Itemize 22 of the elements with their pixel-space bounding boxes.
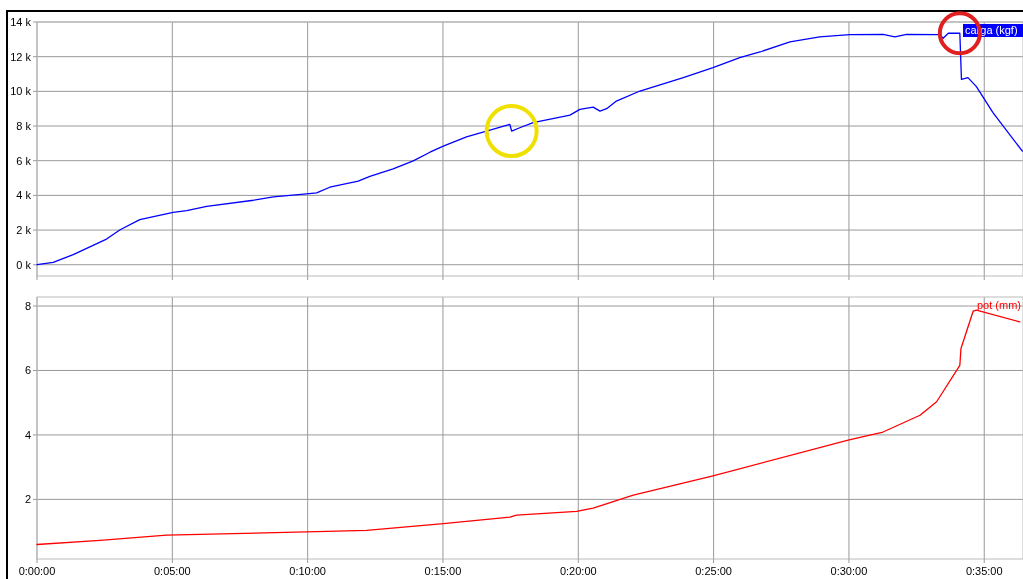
x-tick-label: 0:15:00	[424, 565, 462, 577]
line-series	[36, 309, 1021, 546]
y-tick-label: 12 k	[10, 50, 32, 63]
x-tick-label: 0:05:00	[153, 565, 191, 577]
y-tick-label: 6	[24, 364, 31, 377]
y-tick-label: 8	[24, 299, 31, 312]
x-tick-label: 0:35:00	[965, 565, 1003, 577]
x-tick-label: 0:10:00	[289, 565, 326, 577]
y-tick-label: 10 k	[10, 85, 32, 98]
x-tick-label: 0:20:00	[559, 565, 597, 577]
x-tick-label: 0:00:00	[18, 565, 56, 577]
y-tick-label: 6 k	[16, 154, 32, 167]
y-tick-label: 2	[24, 493, 31, 506]
y-tick-label: 4 k	[16, 189, 32, 202]
y-tick-label: 0 k	[16, 258, 32, 271]
series-label: pot (mm)	[977, 298, 1021, 311]
y-tick-label: 2 k	[16, 223, 32, 236]
y-tick-label: 4	[24, 428, 31, 441]
x-tick-label: 0:25:00	[695, 565, 732, 577]
x-tick-label: 0:30:00	[830, 565, 868, 577]
y-tick-label: 14 k	[10, 15, 32, 28]
y-tick-label: 8 k	[16, 119, 32, 132]
